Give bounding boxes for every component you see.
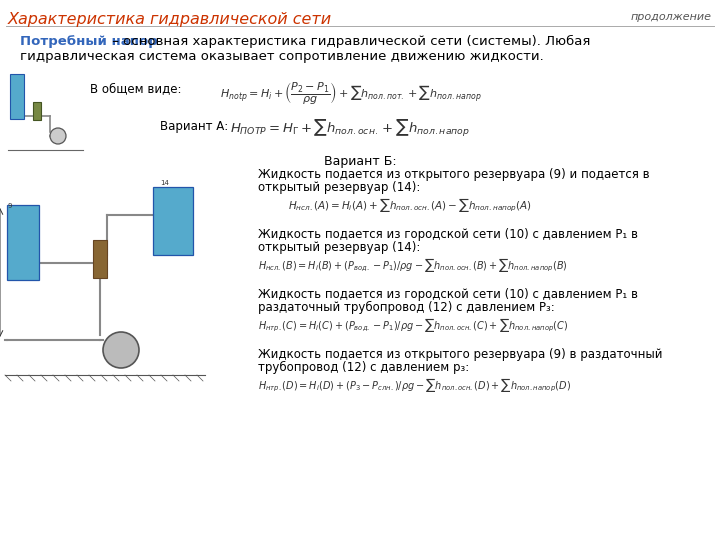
Text: $\mathit{H}_{\mathit{нсл.}}(A)=\mathit{H}_{\mathit{i}}(A)+\sum \mathit{h}_{\math: $\mathit{H}_{\mathit{нсл.}}(A)=\mathit{H… xyxy=(288,196,532,214)
Text: Жидкость подается из открытого резервуара (9) и подается в: Жидкость подается из открытого резервуар… xyxy=(258,168,649,181)
Circle shape xyxy=(50,128,66,144)
Text: $\mathit{H}_{\mathit{notp}} = \mathit{H}_{\mathit{i}} + \left(\dfrac{P_2 - P_1}{: $\mathit{H}_{\mathit{notp}} = \mathit{H}… xyxy=(220,80,482,106)
Text: Жидкость подается из открытого резервуара (9) в раздаточный: Жидкость подается из открытого резервуар… xyxy=(258,348,662,361)
Bar xyxy=(153,187,193,255)
Text: продолжение: продолжение xyxy=(631,12,712,22)
Text: Вариант А:: Вариант А: xyxy=(160,120,228,133)
Text: раздаточный трубопровод (12) с давлением P₃:: раздаточный трубопровод (12) с давлением… xyxy=(258,301,554,314)
Text: Характеристика гидравлической сети: Характеристика гидравлической сети xyxy=(8,12,332,27)
Text: 9: 9 xyxy=(8,203,12,209)
Text: Жидкость подается из городской сети (10) с давлением P₁ в: Жидкость подается из городской сети (10)… xyxy=(258,288,638,301)
Text: гидравлическая система оказывает сопротивление движению жидкости.: гидравлическая система оказывает сопроти… xyxy=(20,50,544,63)
Bar xyxy=(10,74,24,119)
Text: 14: 14 xyxy=(160,180,169,186)
Text: открытый резервуар (14):: открытый резервуар (14): xyxy=(258,241,420,254)
Text: $\mathit{H}_{\mathit{нтр.}}(C)=\mathit{H}_{\mathit{i}}(C)+(P_{\mathit{вод.}}-P_1: $\mathit{H}_{\mathit{нтр.}}(C)=\mathit{H… xyxy=(258,316,569,334)
Bar xyxy=(7,205,39,280)
Circle shape xyxy=(103,332,139,368)
Bar xyxy=(33,102,41,120)
Text: Жидкость подается из городской сети (10) с давлением P₁ в: Жидкость подается из городской сети (10)… xyxy=(258,228,638,241)
Text: трубопровод (12) с давлением p₃:: трубопровод (12) с давлением p₃: xyxy=(258,361,469,374)
Text: открытый резервуар (14):: открытый резервуар (14): xyxy=(258,181,420,194)
Text: – основная характеристика гидравлической сети (системы). Любая: – основная характеристика гидравлической… xyxy=(108,35,590,48)
Text: $\mathit{H}_{\mathit{нтр.}}(D)=\mathit{H}_{\mathit{i}}(D)+(P_3-P_{\mathit{слн.}}: $\mathit{H}_{\mathit{нтр.}}(D)=\mathit{H… xyxy=(258,376,571,394)
Text: Потребный напор: Потребный напор xyxy=(20,35,158,48)
Text: $\mathit{H}_{\mathit{ПОТР}} = \mathit{H}_{\Gamma} + \sum \mathit{h}_{\mathit{пол: $\mathit{H}_{\mathit{ПОТР}} = \mathit{H}… xyxy=(230,118,470,139)
Bar xyxy=(93,240,107,278)
Text: В общем виде:: В общем виде: xyxy=(90,82,181,95)
Text: $H_{вс}$: $H_{вс}$ xyxy=(0,269,1,281)
Text: $\mathit{H}_{\mathit{нсл.}}(B)=\mathit{H}_{\mathit{i}}(B)+(P_{\mathit{вод.}}-P_1: $\mathit{H}_{\mathit{нсл.}}(B)=\mathit{H… xyxy=(258,256,568,274)
Text: Вариант Б:: Вариант Б: xyxy=(324,155,396,168)
